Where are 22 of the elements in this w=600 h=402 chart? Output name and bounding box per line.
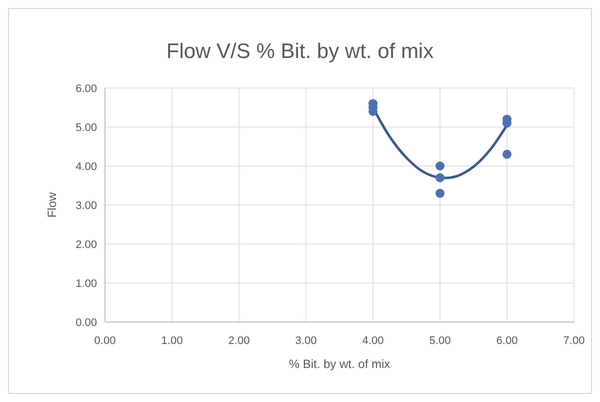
point <box>436 162 444 170</box>
y-tick-label: 3.00 <box>76 200 97 212</box>
x-axis-title: % Bit. by wt. of mix <box>288 357 390 371</box>
y-tick-label: 6.00 <box>76 83 97 95</box>
point <box>436 173 444 182</box>
y-tick-label: 4.00 <box>76 161 97 173</box>
y-tick-label: 0.00 <box>76 317 97 329</box>
x-tick-label: 4.00 <box>362 335 384 347</box>
x-tick-label: 1.00 <box>161 335 183 347</box>
y-tick-label: 2.00 <box>76 239 97 251</box>
x-tick-label: 5.00 <box>429 335 451 347</box>
x-tick-label: 7.00 <box>563 335 585 347</box>
x-tick-label: 6.00 <box>496 335 518 347</box>
x-tick-label: 0.00 <box>94 335 116 347</box>
y-axis-title: Flow <box>45 192 59 218</box>
point <box>502 150 512 159</box>
x-tick-label: 2.00 <box>228 335 250 347</box>
x-tick-label: 3.00 <box>295 335 317 347</box>
chart-title: Flow V/S % Bit. by wt. of mix <box>166 40 434 63</box>
point <box>436 188 444 198</box>
y-tick-label: 1.00 <box>76 278 97 290</box>
y-tick-label: 5.00 <box>76 122 97 134</box>
